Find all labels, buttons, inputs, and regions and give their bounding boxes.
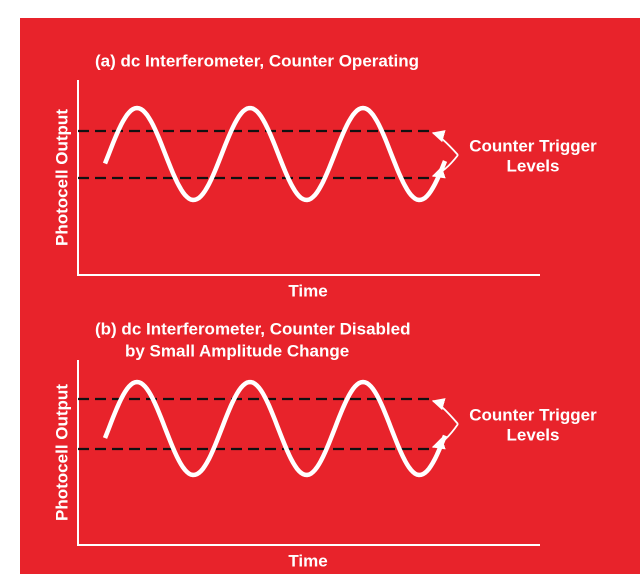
- signal-wave: [102, 379, 448, 478]
- y-label: Photocell Output: [52, 109, 71, 246]
- axes: [77, 360, 540, 546]
- axes: [77, 80, 540, 276]
- annotation: Counter Trigger: [469, 136, 597, 155]
- annotation: Levels: [507, 156, 560, 175]
- arrow: [431, 398, 459, 425]
- annotation: Levels: [507, 425, 560, 444]
- background: [20, 18, 640, 574]
- panel-title: (a) dc Interferometer, Counter Operating: [95, 51, 419, 70]
- arrow: [431, 130, 459, 156]
- arrow: [431, 154, 459, 179]
- x-label: Time: [288, 551, 327, 570]
- panels: (a) dc Interferometer, Counter Operating…: [52, 51, 597, 570]
- y-label: Photocell Output: [52, 384, 71, 521]
- x-label: Time: [288, 281, 327, 300]
- panel-title: (b) dc Interferometer, Counter Disabled: [95, 319, 411, 338]
- arrow: [431, 423, 459, 450]
- signal-wave: [102, 105, 448, 203]
- panel-title: by Small Amplitude Change: [125, 341, 349, 360]
- annotation: Counter Trigger: [469, 405, 597, 424]
